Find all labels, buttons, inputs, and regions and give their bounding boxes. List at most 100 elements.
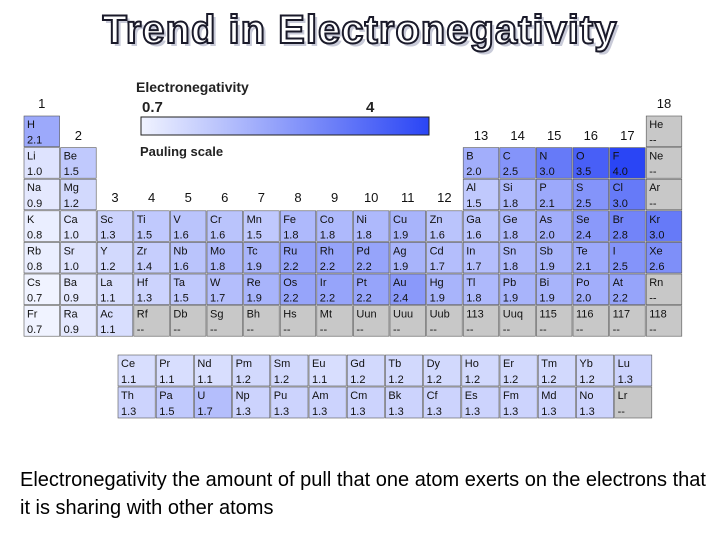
electronegativity-value: 1.3: [236, 406, 251, 418]
element-symbol: Ta: [173, 277, 186, 289]
element-cell-lu: Lu 1.3: [614, 354, 653, 387]
electronegativity-value: 0.8: [27, 229, 42, 241]
element-cell-ra: Ra 0.9: [60, 305, 97, 337]
group-label-11: 11: [401, 190, 415, 205]
electronegativity-value: 2.4: [393, 293, 408, 305]
element-cell-n: N 3.0: [536, 147, 573, 179]
element-symbol: Hs: [283, 309, 297, 321]
element-symbol: Cs: [27, 277, 41, 289]
element-cell-113: 113 --: [462, 305, 500, 337]
element-symbol: Lr: [618, 390, 628, 402]
electronegativity-value: 1.3: [312, 406, 327, 418]
element-cell-bg: [461, 386, 500, 419]
electronegativity-value: --: [210, 324, 218, 336]
element-cell-bg: [155, 386, 194, 419]
element-cell-tb: Tb 1.2: [385, 354, 423, 387]
electronegativity-value: 2.5: [613, 261, 628, 273]
element-symbol: Zr: [137, 245, 148, 257]
element-cell-bg: [23, 178, 60, 211]
element-symbol: As: [539, 214, 552, 226]
element-cell-bg: [536, 305, 573, 337]
electronegativity-value: 2.6: [649, 261, 664, 273]
element-cell-bg: [609, 178, 646, 211]
element-symbol: At: [613, 277, 623, 289]
element-symbol: 113: [466, 309, 484, 321]
element-cell-ne: Ne --: [645, 147, 683, 179]
element-cell-bg: [572, 147, 609, 179]
element-symbol: La: [100, 277, 113, 289]
electronegativity-value: 1.9: [539, 293, 554, 305]
element-cell-nd: Nd 1.1: [194, 354, 232, 387]
electronegativity-value: 1.2: [274, 374, 289, 386]
element-cell-cf: Cf 1.3: [423, 386, 462, 419]
electronegativity-value: 1.1: [312, 374, 327, 386]
element-symbol: No: [579, 390, 593, 402]
electronegativity-value: 2.2: [320, 293, 335, 305]
element-cell-bg: [316, 305, 353, 337]
electronegativity-value: --: [618, 406, 626, 418]
element-symbol: Er: [503, 358, 514, 370]
element-cell-bk: Bk 1.3: [385, 386, 423, 419]
element-cell-bg: [385, 386, 423, 419]
element-cell-bg: [96, 305, 134, 337]
element-symbol: F: [613, 151, 620, 163]
element-symbol: Bi: [539, 277, 549, 289]
element-cell-al: Al 1.5: [462, 178, 500, 211]
element-cell-hg: Hg 1.9: [426, 273, 463, 305]
element-cell-bg: [645, 273, 683, 305]
element-cell-tm: Tm 1.2: [537, 354, 576, 387]
element-cell-sn: Sn 1.8: [499, 242, 536, 274]
element-symbol: Sn: [503, 245, 516, 257]
element-symbol: Tm: [541, 358, 557, 370]
element-cell-ir: Ir 2.2: [316, 273, 353, 305]
electronegativity-value: 0.7: [27, 324, 42, 336]
element-symbol: Mg: [64, 182, 79, 194]
element-symbol: Br: [613, 214, 624, 226]
element-cell-bg: [243, 273, 280, 305]
group-label-7: 7: [258, 190, 265, 205]
element-cell-hf: Hf 1.3: [133, 273, 170, 305]
element-cell-pu: Pu 1.3: [270, 386, 309, 419]
electronegativity-value: 1.8: [356, 229, 371, 241]
electronegativity-value: 1.8: [210, 261, 225, 273]
element-cell-bg: [96, 242, 134, 274]
element-cell-bg: [60, 242, 97, 274]
element-cell-fm: Fm 1.3: [499, 386, 538, 419]
element-cell-bg: [316, 273, 353, 305]
element-cell-os: Os 2.2: [279, 273, 317, 305]
element-cell-115: 115 --: [536, 305, 573, 337]
group-label-18: 18: [657, 96, 671, 111]
element-symbol: Na: [27, 182, 42, 194]
element-symbol: Eu: [312, 358, 325, 370]
element-cell-yb: Yb 1.2: [576, 354, 614, 387]
element-cell-bg: [609, 305, 646, 337]
element-cell-bg: [346, 386, 385, 419]
element-cell-bg: [96, 210, 134, 242]
electronegativity-value: 1.8: [320, 229, 335, 241]
electronegativity-value: 1.2: [579, 374, 594, 386]
element-cell-bg: [645, 178, 683, 211]
electronegativity-value: --: [393, 324, 401, 336]
element-cell-bg: [462, 210, 500, 242]
electronegativity-value: 1.6: [210, 229, 225, 241]
legend-scale-name: Pauling scale: [140, 144, 223, 159]
element-cell-uun: Uun --: [353, 305, 390, 337]
element-cell-bg: [426, 242, 463, 274]
electronegativity-value: --: [503, 324, 511, 336]
element-cell-h: H 2.1: [23, 115, 60, 147]
element-symbol: Ar: [649, 182, 660, 194]
element-symbol: Ti: [137, 214, 146, 226]
element-cell-bg: [572, 178, 609, 211]
element-cell-bg: [462, 178, 500, 211]
element-cell-bg: [614, 354, 653, 387]
element-cell-rn: Rn --: [645, 273, 683, 305]
electronegativity-value: 1.6: [430, 229, 445, 241]
element-symbol: Rh: [320, 245, 334, 257]
element-cell-p: P 2.1: [536, 178, 573, 211]
element-cell-bg: [346, 354, 385, 387]
element-symbol: Te: [576, 245, 588, 257]
element-cell-cd: Cd 1.7: [426, 242, 463, 274]
element-symbol: K: [27, 214, 35, 226]
element-cell-er: Er 1.2: [499, 354, 538, 387]
